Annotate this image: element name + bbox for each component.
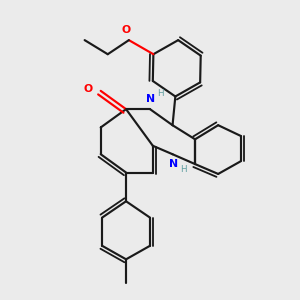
Text: O: O (83, 84, 93, 94)
Text: H: H (180, 166, 187, 175)
Text: N: N (146, 94, 155, 104)
Text: N: N (169, 159, 178, 169)
Text: O: O (122, 25, 130, 35)
Text: H: H (158, 89, 164, 98)
